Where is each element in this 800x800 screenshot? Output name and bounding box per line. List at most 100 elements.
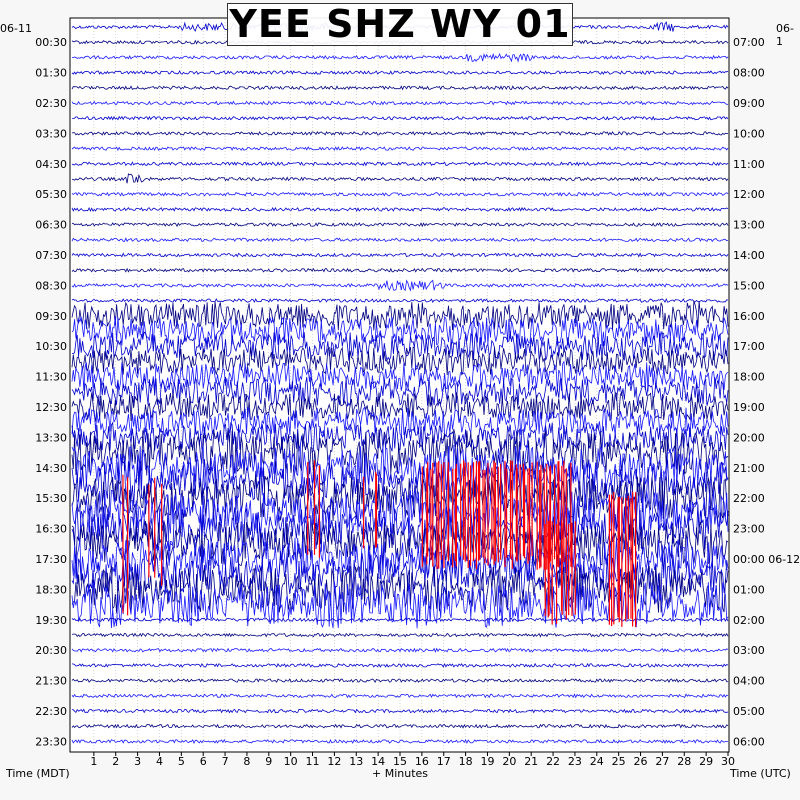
x-tick-label: 20 <box>502 755 516 768</box>
seismic-trace <box>71 222 729 228</box>
left-tick-label: 23:30 <box>35 735 67 748</box>
left-tick-label: 09:30 <box>35 310 67 323</box>
x-tick-label: 13 <box>349 755 363 768</box>
seismic-trace <box>71 206 729 212</box>
seismic-trace <box>71 267 729 273</box>
x-tick-label: 6 <box>200 755 207 768</box>
x-tick-label: 3 <box>134 755 141 768</box>
left-tick-label: 17:30 <box>35 553 67 566</box>
right-tick-label: 15:00 <box>733 279 765 292</box>
left-tick-label: 00:30 <box>35 36 67 49</box>
x-tick-label: 12 <box>327 755 341 768</box>
seismic-trace <box>71 85 729 91</box>
left-tick-label: 01:30 <box>35 67 67 80</box>
left-tick-label: 15:30 <box>35 492 67 505</box>
right-tick-label: 19:00 <box>733 401 765 414</box>
seismic-trace <box>71 130 729 136</box>
seismic-trace <box>71 115 729 121</box>
seismic-trace <box>71 708 729 714</box>
chart-title: YEE SHZ WY 01 <box>227 3 573 46</box>
seismic-trace <box>71 173 729 184</box>
x-tick-label: 29 <box>699 755 713 768</box>
x-tick-label: 18 <box>459 755 473 768</box>
x-tick-label: 17 <box>437 755 451 768</box>
seismic-trace <box>71 458 729 508</box>
right-tick-label: 09:00 <box>733 97 765 110</box>
left-tick-label: 21:30 <box>35 675 67 688</box>
x-tick-label: 10 <box>284 755 298 768</box>
right-tick-label: 21:00 <box>733 462 765 475</box>
left-tick-label: 03:30 <box>35 127 67 140</box>
x-tick-label: 14 <box>371 755 385 768</box>
seismic-trace <box>71 252 729 258</box>
left-tick-label: 19:30 <box>35 614 67 627</box>
left-tick-label: 14:30 <box>35 462 67 475</box>
seismic-trace <box>71 632 729 638</box>
seismic-trace <box>71 237 729 243</box>
left-axis-label: Time (MDT) <box>6 767 70 780</box>
right-tick-label: 10:00 <box>733 127 765 140</box>
left-tick-label: 07:30 <box>35 249 67 262</box>
x-tick-label: 23 <box>568 755 582 768</box>
seismic-trace <box>71 161 729 167</box>
right-tick-label: 01:00 <box>733 583 765 596</box>
seismic-trace <box>72 52 729 63</box>
right-date-label: 06-1 <box>776 22 794 48</box>
right-tick-label: 06:00 <box>733 735 765 748</box>
x-tick-label: 5 <box>178 755 185 768</box>
right-tick-label: 02:00 <box>733 614 765 627</box>
x-tick-label: 4 <box>156 755 163 768</box>
x-tick-label: 28 <box>677 755 691 768</box>
x-tick-label: 19 <box>480 755 494 768</box>
x-tick-label: 30 <box>721 755 735 768</box>
left-tick-label: 20:30 <box>35 644 67 657</box>
seismic-trace <box>71 723 729 729</box>
left-tick-label: 10:30 <box>35 340 67 353</box>
right-tick-label: 18:00 <box>733 371 765 384</box>
left-tick-label: 06:30 <box>35 219 67 232</box>
x-tick-label: 22 <box>546 755 560 768</box>
left-tick-label: 02:30 <box>35 97 67 110</box>
x-tick-label: 21 <box>524 755 538 768</box>
left-tick-label: 22:30 <box>35 705 67 718</box>
left-tick-label: 11:30 <box>35 371 67 384</box>
right-tick-label: 04:00 <box>733 675 765 688</box>
seismic-trace <box>71 346 729 376</box>
seismic-trace <box>71 330 729 362</box>
seismic-trace <box>71 70 729 75</box>
right-tick-label: 22:00 <box>733 492 765 505</box>
x-tick-label: 24 <box>590 755 604 768</box>
seismic-trace <box>71 662 729 668</box>
x-tick-label: 1 <box>90 755 97 768</box>
right-tick-label: 03:00 <box>733 644 765 657</box>
right-tick-label: 16:00 <box>733 310 765 323</box>
x-axis-label: + Minutes <box>372 767 429 780</box>
seismic-trace <box>71 146 729 152</box>
right-axis-label: Time (UTC) <box>730 767 791 780</box>
left-date-label: 06-11 <box>0 22 32 35</box>
x-tick-label: 26 <box>634 755 648 768</box>
left-tick-label: 13:30 <box>35 431 67 444</box>
right-tick-label: 07:00 <box>733 36 765 49</box>
left-tick-label: 12:30 <box>35 401 67 414</box>
right-tick-label: 00:00 06-12 <box>733 553 800 566</box>
seismic-trace <box>71 678 729 684</box>
seismic-trace <box>71 315 729 347</box>
seismic-trace <box>71 297 729 304</box>
seismic-trace <box>71 406 729 438</box>
right-tick-label: 20:00 <box>733 431 765 444</box>
seismic-trace <box>71 300 729 331</box>
seismic-trace <box>71 428 729 476</box>
right-tick-label: 08:00 <box>733 67 765 80</box>
x-tick-label: 16 <box>415 755 429 768</box>
seismic-trace <box>71 360 729 392</box>
right-tick-label: 17:00 <box>733 340 765 353</box>
left-tick-label: 05:30 <box>35 188 67 201</box>
x-tick-label: 25 <box>612 755 626 768</box>
left-tick-label: 18:30 <box>35 583 67 596</box>
seismic-trace <box>71 647 729 653</box>
x-tick-label: 11 <box>306 755 320 768</box>
seismic-trace <box>71 376 729 408</box>
